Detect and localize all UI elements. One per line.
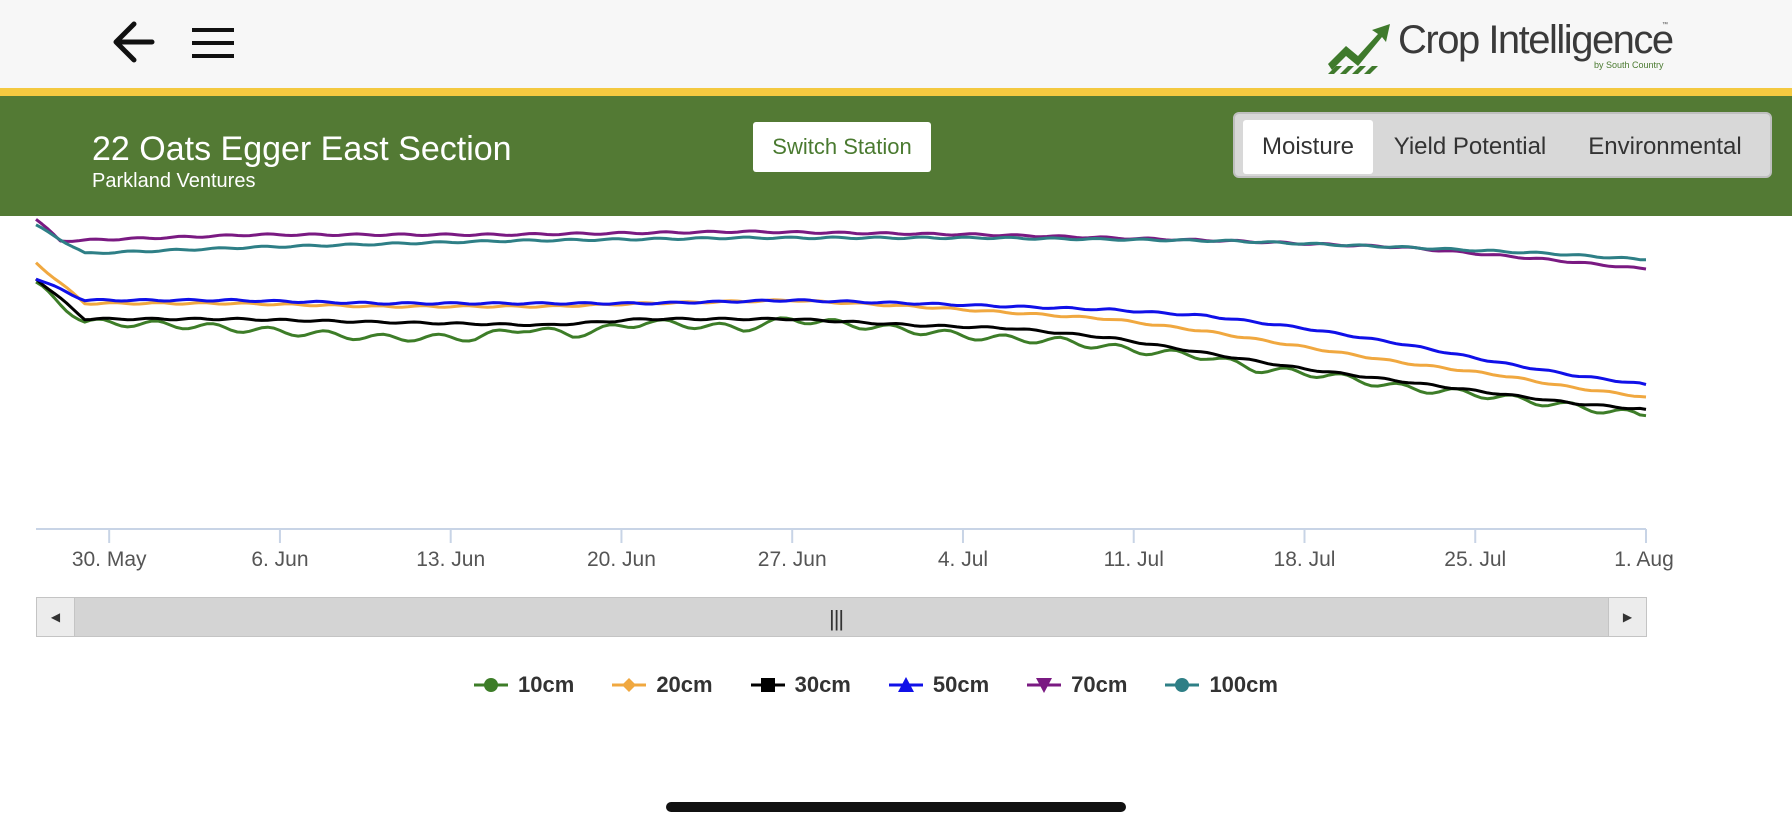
- x-tick-label: 18. Jul: [1274, 548, 1336, 571]
- legend-item-70cm[interactable]: 70cm: [1027, 668, 1127, 702]
- menu-button[interactable]: [188, 18, 238, 68]
- circle-marker-icon: [474, 678, 509, 692]
- legend-label: 10cm: [518, 672, 575, 697]
- station-header: 22 Oats Egger East Section Parkland Vent…: [0, 96, 1792, 216]
- brand-name: Crop Intelligence: [1398, 18, 1674, 62]
- scrollbar-handle[interactable]: |||: [829, 606, 844, 631]
- switch-station-button[interactable]: Switch Station: [753, 122, 931, 172]
- home-indicator: [666, 802, 1126, 812]
- crop-growth-icon: [1328, 24, 1390, 74]
- triangle-up-marker-icon: [888, 677, 923, 692]
- series-line-50cm[interactable]: [35, 277, 1647, 386]
- caret-left-icon: ◀: [50, 610, 61, 624]
- x-tick-label: 25. Jul: [1444, 548, 1506, 571]
- caret-right-icon: ▶: [1622, 610, 1633, 624]
- legend-label: 30cm: [794, 672, 851, 697]
- scroll-left-button[interactable]: ◀: [37, 598, 75, 636]
- x-tick-label: 1. Aug: [1614, 548, 1674, 571]
- series-line-100cm[interactable]: [35, 223, 1646, 262]
- x-tick-label: 30. May: [72, 548, 147, 571]
- square-marker-icon: [750, 678, 785, 692]
- series-line-30cm[interactable]: [35, 277, 1647, 411]
- x-tick-label: 11. Jul: [1104, 548, 1164, 571]
- circle-marker-icon: [1165, 678, 1200, 692]
- legend-label: 100cm: [1209, 672, 1278, 697]
- view-tabs: Moisture Yield Potential Environmental: [1233, 112, 1772, 178]
- legend-item-20cm[interactable]: 20cm: [612, 668, 713, 702]
- scroll-right-button[interactable]: ▶: [1608, 598, 1646, 636]
- station-owner: Parkland Ventures: [92, 170, 256, 192]
- x-tick-label: 20. Jun: [587, 548, 656, 571]
- legend-item-50cm[interactable]: 50cm: [888, 668, 990, 702]
- diamond-marker-icon: [612, 678, 647, 692]
- arrow-left-icon: [113, 21, 155, 63]
- triangle-down-marker-icon: [1027, 678, 1062, 693]
- chart-scrollbar[interactable]: ◀ ||| ▶: [36, 597, 1647, 637]
- legend-item-100cm[interactable]: 100cm: [1165, 668, 1278, 702]
- x-tick-label: 6. Jun: [251, 548, 308, 571]
- x-tick-label: 27. Jun: [758, 548, 827, 571]
- legend-label: 70cm: [1071, 672, 1128, 697]
- x-tick-label: 4. Jul: [938, 548, 988, 571]
- top-bar: Crop Intelligence by South Country ™: [0, 0, 1792, 96]
- tab-environmental[interactable]: Environmental: [1588, 133, 1742, 160]
- legend-item-10cm[interactable]: 10cm: [474, 668, 574, 702]
- moisture-chart-svg: 30. May 6. Jun 13. Jun 20. Jun 27. Jun 4. Jul…: [34, 218, 1674, 571]
- accent-stripe: [0, 88, 1792, 96]
- x-tick-label: 13. Jun: [416, 548, 485, 571]
- legend-item-30cm[interactable]: 30cm: [750, 668, 851, 702]
- moisture-chart: 30. May 6. Jun 13. Jun 20. Jun 27. Jun 4. Jul…: [0, 216, 1792, 646]
- hamburger-menu-icon: [192, 28, 234, 58]
- brand-logo: Crop Intelligence by South Country ™: [1326, 14, 1674, 78]
- tab-moisture[interactable]: Moisture: [1243, 120, 1373, 174]
- chart-legend: 10cm 20cm 30cm 50cm 70cm 100cm: [0, 668, 1792, 702]
- series-line-20cm[interactable]: [34, 261, 1647, 399]
- tab-yield-potential[interactable]: Yield Potential: [1393, 133, 1547, 160]
- back-button[interactable]: [108, 14, 164, 70]
- legend-label: 50cm: [932, 672, 990, 697]
- brand-sub: by South Country: [1594, 60, 1664, 70]
- station-name: 22 Oats Egger East Section: [92, 130, 512, 168]
- series-line-70cm[interactable]: [35, 218, 1647, 271]
- brand-tm: ™: [1662, 22, 1668, 28]
- legend-label: 20cm: [656, 672, 713, 697]
